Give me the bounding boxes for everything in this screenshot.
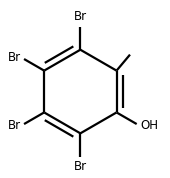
Text: OH: OH bbox=[140, 119, 158, 132]
Text: Br: Br bbox=[7, 51, 21, 64]
Text: Br: Br bbox=[7, 119, 21, 132]
Text: Br: Br bbox=[74, 10, 87, 23]
Text: Br: Br bbox=[74, 160, 87, 173]
